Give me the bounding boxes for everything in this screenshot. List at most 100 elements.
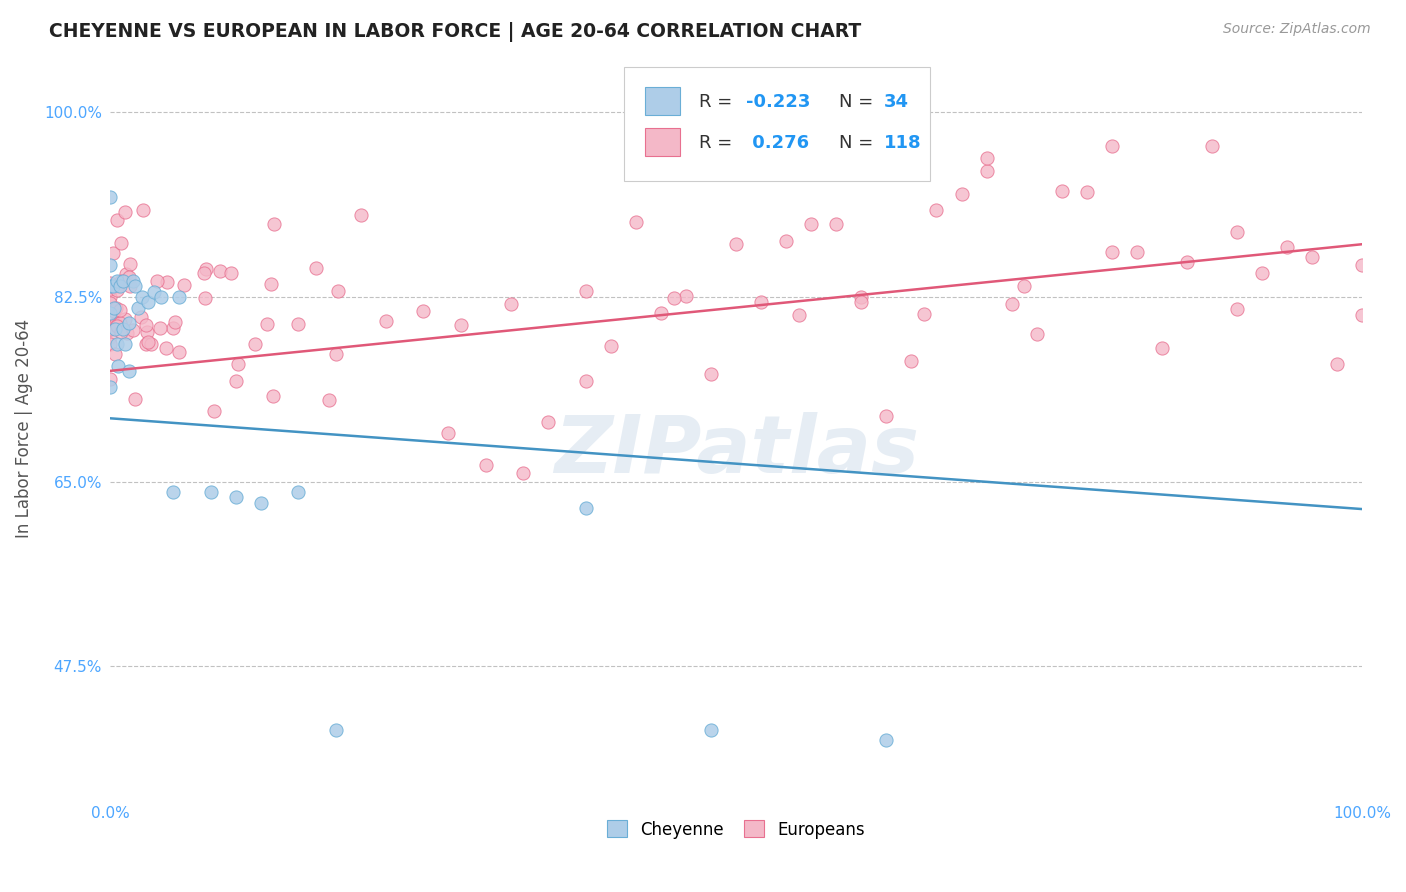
Point: [1201, 138, 1223, 153]
Point: [225, 491, 247, 505]
Text: N =: N =: [839, 93, 879, 111]
Point: [1150, 341, 1173, 355]
Point: [105, 212, 128, 227]
Point: [675, 288, 697, 302]
Point: [131, 290, 153, 304]
Point: [110, 236, 132, 251]
Point: [600, 338, 623, 352]
Text: R =: R =: [699, 93, 738, 111]
Point: [149, 290, 172, 304]
Point: [104, 316, 127, 330]
Point: [100, 295, 122, 310]
Point: [146, 274, 169, 288]
Point: [163, 316, 186, 330]
Point: [111, 274, 134, 288]
Point: [262, 389, 284, 403]
Point: [156, 275, 179, 289]
Point: [225, 374, 247, 388]
Point: [101, 246, 124, 260]
Point: [117, 326, 139, 340]
Point: [412, 303, 434, 318]
FancyBboxPatch shape: [624, 67, 931, 181]
Point: [1076, 185, 1098, 199]
Point: [105, 279, 128, 293]
Point: [101, 279, 124, 293]
Point: [103, 301, 125, 315]
Point: [512, 467, 534, 481]
Point: [100, 282, 122, 296]
Point: [1351, 258, 1374, 272]
Point: [650, 306, 672, 320]
Point: [162, 321, 184, 335]
Point: [875, 733, 897, 747]
Point: [700, 723, 723, 737]
Text: N =: N =: [839, 134, 879, 152]
Point: [950, 187, 973, 202]
Point: [1326, 357, 1348, 371]
Point: [104, 321, 127, 335]
Point: [114, 311, 136, 326]
Point: [100, 190, 122, 204]
Point: [118, 279, 141, 293]
Point: [118, 317, 141, 331]
Point: [287, 317, 309, 331]
Point: [100, 258, 122, 272]
Point: [127, 301, 149, 315]
Text: R =: R =: [699, 134, 738, 152]
Point: [208, 264, 231, 278]
Point: [132, 202, 155, 217]
Point: [725, 160, 748, 174]
Point: [143, 285, 166, 299]
Point: [100, 306, 122, 320]
Point: [537, 415, 560, 429]
FancyBboxPatch shape: [645, 128, 681, 156]
Text: Source: ZipAtlas.com: Source: ZipAtlas.com: [1223, 22, 1371, 37]
Point: [1226, 301, 1249, 316]
Point: [851, 290, 873, 304]
Point: [219, 266, 242, 280]
Point: [100, 279, 122, 293]
Point: [976, 151, 998, 165]
Point: [1125, 244, 1147, 259]
Point: [129, 310, 152, 325]
Point: [122, 323, 145, 337]
Point: [325, 347, 347, 361]
Text: 34: 34: [884, 93, 908, 111]
Point: [100, 379, 122, 393]
Point: [1351, 309, 1374, 323]
Point: [105, 274, 128, 288]
Point: [749, 295, 772, 310]
Point: [304, 261, 326, 276]
Point: [110, 279, 132, 293]
Point: [100, 330, 122, 344]
Point: [149, 321, 172, 335]
Text: 0.276: 0.276: [747, 134, 810, 152]
Point: [263, 218, 285, 232]
Text: ZIPatlas: ZIPatlas: [554, 412, 918, 490]
Point: [787, 308, 810, 322]
Point: [100, 372, 122, 386]
Point: [167, 344, 190, 359]
Point: [1000, 297, 1022, 311]
Point: [110, 274, 132, 288]
Point: [136, 295, 159, 310]
Point: [875, 409, 897, 424]
Point: [662, 291, 685, 305]
Point: [900, 353, 922, 368]
Point: [226, 357, 249, 371]
Point: [1175, 254, 1198, 268]
Point: [193, 291, 215, 305]
Point: [775, 234, 797, 248]
Point: [135, 336, 157, 351]
Point: [193, 266, 215, 280]
Point: [1301, 251, 1323, 265]
Point: [105, 284, 128, 298]
Point: [437, 426, 460, 441]
Point: [200, 485, 222, 500]
Point: [103, 304, 125, 318]
Point: [124, 279, 146, 293]
Point: [114, 205, 136, 219]
Point: [256, 317, 278, 331]
Point: [450, 318, 472, 332]
Text: -0.223: -0.223: [747, 93, 811, 111]
